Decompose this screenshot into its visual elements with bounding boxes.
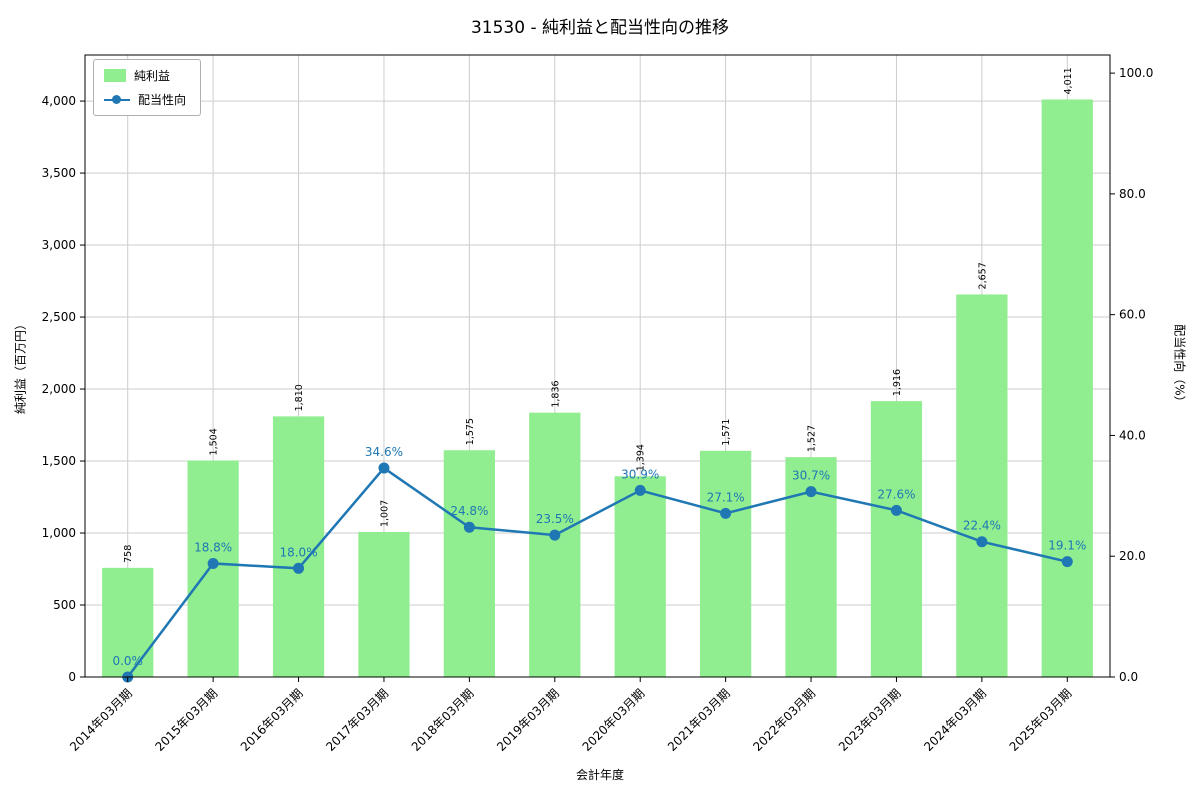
plot-border xyxy=(84,54,1111,678)
bar-2024年03月期 xyxy=(956,294,1008,677)
bar-2019年03月期 xyxy=(529,412,581,677)
x-tick-label: 2015年03月期 xyxy=(152,686,220,754)
payout-ratio-value-label: 19.1% xyxy=(1048,539,1086,553)
payout-ratio-value-label: 30.9% xyxy=(621,467,659,481)
y-tick-label-left: 3,000 xyxy=(42,238,76,252)
bar-2021年03月期 xyxy=(700,450,752,677)
x-tick-label: 2019年03月期 xyxy=(494,686,562,754)
y-tick-label-left: 1,000 xyxy=(42,526,76,540)
y-tick-label-right: 60.0 xyxy=(1119,308,1146,322)
bar-2025年03月期 xyxy=(1041,99,1093,677)
payout-ratio-marker-glyph xyxy=(112,95,121,104)
bar-value-label: 2,657 xyxy=(977,262,988,289)
x-tick-label: 2021年03月期 xyxy=(665,686,733,754)
payout-ratio-marker xyxy=(805,486,817,498)
x-tick-label: 2023年03月期 xyxy=(836,686,904,754)
y-tick-label-left: 2,500 xyxy=(42,310,76,324)
bar-value-label: 4,011 xyxy=(1063,67,1074,94)
x-tick-label: 2014年03月期 xyxy=(67,686,135,754)
y-tick-label-left: 500 xyxy=(53,598,76,612)
payout-ratio-marker xyxy=(890,504,902,516)
y-tick-label-left: 3,500 xyxy=(42,166,76,180)
legend-label-payout-ratio: 配当性向 xyxy=(138,93,187,107)
payout-ratio-marker xyxy=(1061,556,1073,568)
x-tick-label: 2025年03月期 xyxy=(1007,686,1075,754)
bar-value-label: 1,527 xyxy=(807,425,818,452)
bar-2017年03月期 xyxy=(358,532,410,677)
payout-ratio-value-label: 0.0% xyxy=(112,654,143,668)
y-tick-label-right: 100.0 xyxy=(1119,66,1153,80)
payout-ratio-marker xyxy=(207,557,219,569)
payout-ratio-value-label: 30.7% xyxy=(792,469,830,483)
legend-item-payout-ratio: 配当性向 xyxy=(104,91,186,108)
y-axis-label-left: 純利益（百万円） xyxy=(13,317,28,415)
y-tick-label-left: 4,000 xyxy=(42,94,76,108)
x-tick-label: 2018年03月期 xyxy=(409,686,477,754)
y-tick-label-right: 40.0 xyxy=(1119,428,1146,442)
legend-item-net-income: 純利益 xyxy=(104,67,186,84)
x-tick-label: 2020年03月期 xyxy=(580,686,648,754)
payout-ratio-marker xyxy=(463,521,475,533)
bar-value-label: 1,571 xyxy=(721,419,732,446)
bar-value-label: 758 xyxy=(123,545,134,563)
y-axis-label-right: 配当性向（%） xyxy=(1172,324,1187,408)
payout-ratio-value-label: 18.8% xyxy=(194,540,232,554)
x-axis-label: 会計年度 xyxy=(575,768,624,782)
x-tick-label: 2022年03月期 xyxy=(750,686,818,754)
payout-ratio-value-label: 18.0% xyxy=(279,545,317,559)
bar-value-label: 1,575 xyxy=(465,418,476,445)
payout-ratio-value-label: 27.1% xyxy=(707,490,745,504)
x-tick-label: 2024年03月期 xyxy=(921,686,989,754)
x-tick-label: 2017年03月期 xyxy=(323,686,391,754)
bar-2020年03月期 xyxy=(614,476,666,677)
bar-2023年03月期 xyxy=(870,401,923,677)
bar-value-label: 1,916 xyxy=(892,369,903,396)
y-tick-label-left: 0 xyxy=(68,670,76,684)
bar-value-label: 1,810 xyxy=(294,384,305,411)
y-tick-label-right: 80.0 xyxy=(1119,187,1146,201)
bar-value-label: 1,836 xyxy=(550,380,561,407)
payout-ratio-value-label: 23.5% xyxy=(536,512,574,526)
bar-value-label: 1,504 xyxy=(209,428,220,455)
net-income-bar-swatch xyxy=(104,69,126,82)
payout-ratio-value-label: 27.6% xyxy=(877,487,915,501)
payout-ratio-value-label: 24.8% xyxy=(450,504,488,518)
bar-2014年03月期 xyxy=(102,567,154,677)
payout-ratio-marker xyxy=(976,536,988,548)
payout-ratio-line xyxy=(126,466,1068,678)
payout-ratio-value-label: 22.4% xyxy=(963,519,1001,533)
payout-ratio-value-label: 34.6% xyxy=(365,445,403,459)
y-tick-label-left: 2,000 xyxy=(42,382,76,396)
y-tick-label-right: 0.0 xyxy=(1119,670,1138,684)
bar-2018年03月期 xyxy=(443,450,495,677)
bar-value-label: 1,007 xyxy=(379,500,390,527)
y-tick-label-right: 20.0 xyxy=(1119,549,1146,563)
payout-ratio-marker xyxy=(634,484,646,496)
payout-ratio-marker xyxy=(720,507,732,519)
x-tick-label: 2016年03月期 xyxy=(238,686,306,754)
bar-value-label: 1,394 xyxy=(636,444,647,471)
chart-title: 31530 - 純利益と配当性向の推移 xyxy=(470,18,730,38)
y-tick-label-left: 1,500 xyxy=(42,454,76,468)
legend: 純利益 配当性向 xyxy=(93,59,202,116)
payout-ratio-line-swatch xyxy=(104,93,130,106)
payout-ratio-marker xyxy=(293,562,305,574)
payout-ratio-marker xyxy=(549,529,561,541)
payout-ratio-marker xyxy=(378,462,390,474)
legend-label-net-income: 純利益 xyxy=(134,69,171,83)
